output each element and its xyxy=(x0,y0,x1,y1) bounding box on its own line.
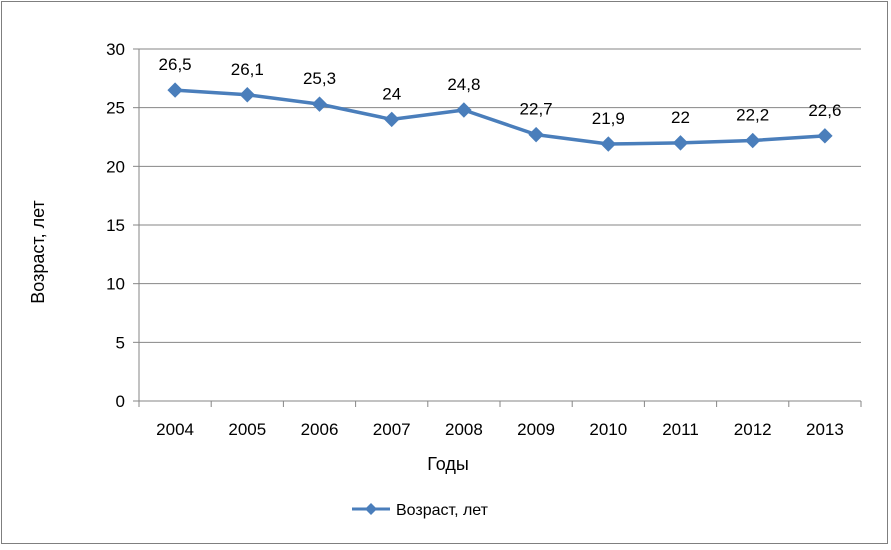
data-label: 22,2 xyxy=(736,106,769,125)
y-tick-label: 20 xyxy=(106,157,125,176)
data-label: 24,8 xyxy=(447,75,480,94)
data-label: 22,7 xyxy=(520,100,553,119)
x-tick-label: 2011 xyxy=(662,420,699,439)
axes xyxy=(133,48,862,407)
y-tick-label: 10 xyxy=(106,275,125,294)
data-point-marker xyxy=(528,126,544,143)
data-label: 26,1 xyxy=(231,60,264,79)
y-tick-label: 25 xyxy=(106,99,125,118)
data-point-marker xyxy=(383,111,400,128)
x-tick-label: 2010 xyxy=(589,420,627,439)
data-label: 25,3 xyxy=(303,69,336,88)
x-tick-label: 2004 xyxy=(156,420,194,439)
gridlines xyxy=(139,48,861,343)
x-tick-label: 2013 xyxy=(806,420,844,439)
x-axis-title: Годы xyxy=(427,454,469,474)
y-tick-label: 30 xyxy=(106,40,125,59)
x-tick-label: 2012 xyxy=(734,420,772,439)
series-markers xyxy=(167,82,833,152)
x-tick-label: 2005 xyxy=(228,420,266,439)
data-label: 21,9 xyxy=(592,109,625,128)
y-tick-label: 0 xyxy=(116,392,125,411)
data-label: 26,5 xyxy=(159,55,192,74)
legend-label: Возраст, лет xyxy=(396,502,489,519)
data-labels: 26,5 26,1 25,3 24 24,8 22,7 21,9 22 22,2 22,6 xyxy=(159,55,842,128)
data-label: 22,6 xyxy=(808,101,841,120)
data-point-marker xyxy=(311,96,328,112)
data-point-marker xyxy=(456,102,472,118)
series-line xyxy=(174,88,826,146)
x-tick-label: 2007 xyxy=(373,420,411,439)
data-point-marker xyxy=(167,82,183,98)
data-point-marker xyxy=(239,87,256,103)
x-tick-label: 2008 xyxy=(445,420,483,439)
y-tick-label: 15 xyxy=(106,216,125,235)
x-tick-label: 2006 xyxy=(301,420,339,439)
series-line-path xyxy=(174,88,826,146)
x-tick-labels: 2004 2005 2006 2007 2008 2009 2010 2011 2012 2013 xyxy=(156,420,844,439)
y-tick-labels: 0 5 10 15 20 25 30 xyxy=(106,40,125,411)
y-axis-title: Возраст, лет xyxy=(28,200,48,304)
legend: Возраст, лет xyxy=(352,502,489,519)
data-label: 22 xyxy=(671,108,690,127)
legend-diamond-marker xyxy=(365,503,377,515)
data-point-marker xyxy=(600,136,617,152)
data-point-marker xyxy=(744,132,761,149)
y-tick-label: 5 xyxy=(116,333,125,352)
data-label: 24 xyxy=(382,84,401,103)
data-point-marker xyxy=(817,128,833,144)
data-point-marker xyxy=(672,135,689,151)
x-tick-label: 2009 xyxy=(517,420,555,439)
